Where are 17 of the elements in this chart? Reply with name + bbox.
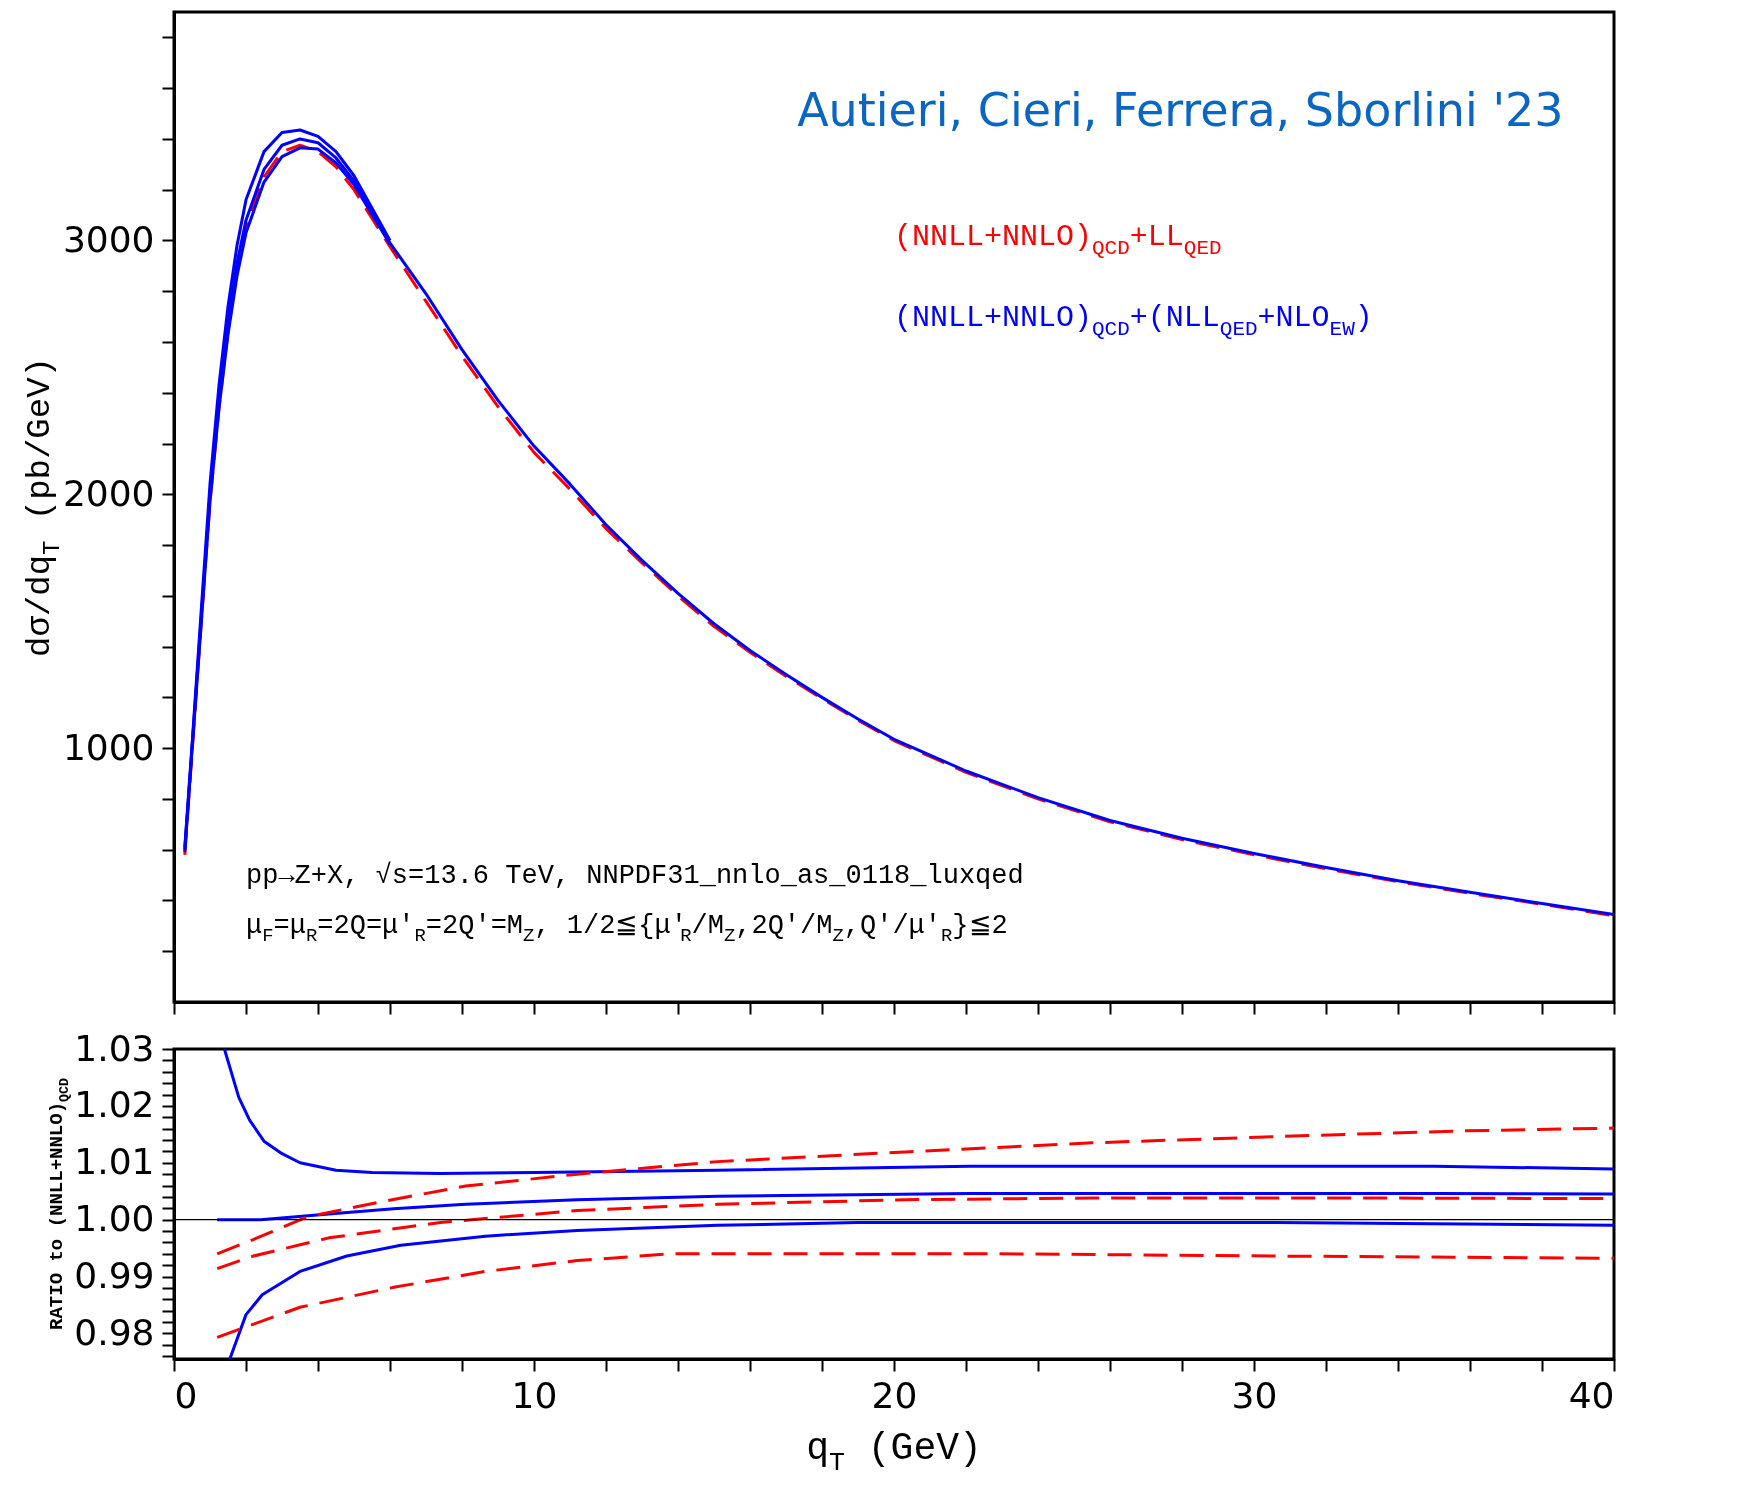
annotation: pp→Z+X, √s=13.6 TeV, NNPDF31_nnlo_as_0118_luxqed	[246, 861, 1024, 892]
x-tick-label: 0	[174, 1374, 198, 1416]
y-axis-title: RATIO to (NNLL+NNLO)QCD	[46, 1078, 72, 1330]
y-tick-label: 1.00	[74, 1198, 155, 1240]
y-tick-label: 0.99	[74, 1255, 155, 1297]
y-tick-label: 1.03	[74, 1027, 155, 1069]
text: Autieri, Cieri, Ferrera, Sborlini '23	[797, 82, 1564, 137]
y-tick-label: 0.98	[74, 1311, 155, 1353]
y-tick-label: 1000	[62, 726, 155, 768]
x-tick-label: 40	[1568, 1374, 1615, 1416]
x-tick-label: 30	[1231, 1374, 1278, 1416]
y-tick-label: 3000	[62, 218, 155, 260]
y-tick-label: 1.02	[74, 1084, 155, 1126]
y-tick-label: 2000	[62, 472, 155, 514]
x-tick-label: 10	[511, 1374, 558, 1416]
y-tick-label: 1.01	[74, 1141, 155, 1183]
x-tick-label: 20	[871, 1374, 918, 1416]
